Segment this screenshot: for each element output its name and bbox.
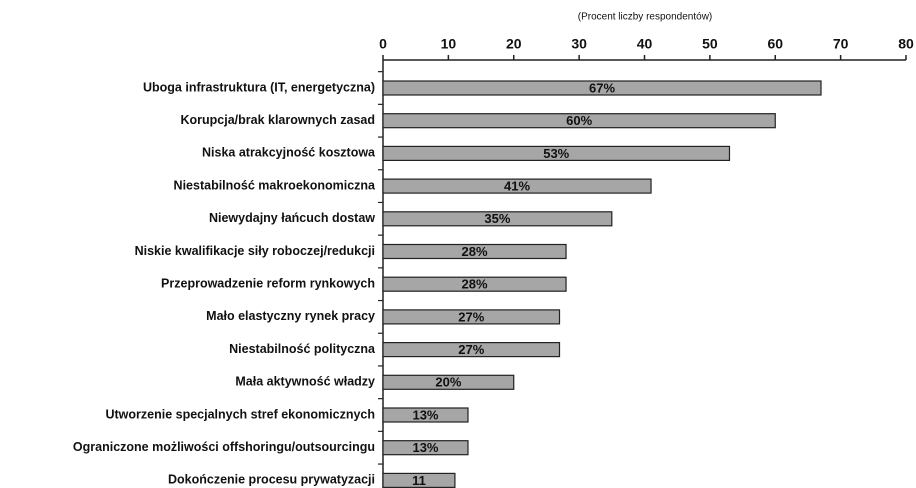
value-label: 11	[412, 473, 426, 488]
y-tick-label: Niestabilność polityczna	[229, 342, 376, 356]
x-tick-label: 30	[571, 36, 587, 52]
bar	[382, 80, 822, 96]
y-tick-label: Niewydajny łańcuch dostaw	[209, 211, 375, 225]
y-tick-label: Mało elastyczny rynek pracy	[206, 309, 375, 323]
x-tick-label: 80	[898, 36, 914, 52]
value-label: 27%	[458, 309, 484, 324]
value-label: 28%	[462, 277, 488, 292]
y-tick-label: Ograniczone możliwości offshoringu/outso…	[73, 440, 375, 454]
y-tick-label: Przeprowadzenie reform rynkowych	[161, 276, 375, 290]
value-label: 60%	[566, 113, 592, 128]
bar	[382, 374, 515, 390]
bar	[382, 211, 613, 227]
axis-label: (Procent liczby respondentów)	[578, 12, 713, 23]
value-label: 13%	[412, 407, 438, 422]
value-label: 41%	[504, 179, 530, 194]
value-label: 28%	[462, 244, 488, 259]
y-tick-label: Niestabilność makroekonomiczna	[174, 178, 377, 192]
bar	[382, 342, 561, 358]
bar	[382, 472, 456, 488]
bar	[382, 243, 567, 260]
y-tick-label: Dokończenie procesu prywatyzacji	[168, 473, 375, 487]
value-label: 35%	[484, 211, 510, 226]
y-tick-label: Korupcja/brak klarownych zasad	[180, 113, 375, 127]
value-label: 13%	[412, 440, 438, 455]
x-tick-label: 10	[441, 36, 457, 52]
bar	[382, 178, 652, 194]
y-tick-label: Uboga infrastruktura (IT, energetyczna)	[143, 80, 375, 94]
bar	[382, 309, 561, 325]
x-tick-label: 60	[767, 36, 783, 52]
y-tick-label: Niska atrakcyjność kosztowa	[202, 146, 376, 160]
value-label: 27%	[458, 342, 484, 357]
y-tick-label: Utworzenie specjalnych stref ekonomiczny…	[105, 407, 375, 421]
x-tick-label: 0	[379, 36, 387, 52]
value-label: 67%	[589, 80, 615, 95]
bar	[382, 145, 731, 161]
value-label: 53%	[543, 146, 569, 161]
x-tick-label: 20	[506, 36, 522, 52]
bar	[382, 276, 567, 292]
x-tick-label: 40	[637, 36, 653, 52]
value-label: 20%	[435, 375, 461, 390]
x-tick-label: 70	[833, 36, 849, 52]
bar	[382, 440, 469, 456]
bar	[382, 407, 469, 423]
y-tick-label: Niskie kwalifikacje siły roboczej/redukc…	[135, 244, 375, 258]
bar	[382, 113, 776, 129]
y-tick-label: Mała aktywność władzy	[235, 375, 375, 389]
x-tick-label: 50	[702, 36, 718, 52]
